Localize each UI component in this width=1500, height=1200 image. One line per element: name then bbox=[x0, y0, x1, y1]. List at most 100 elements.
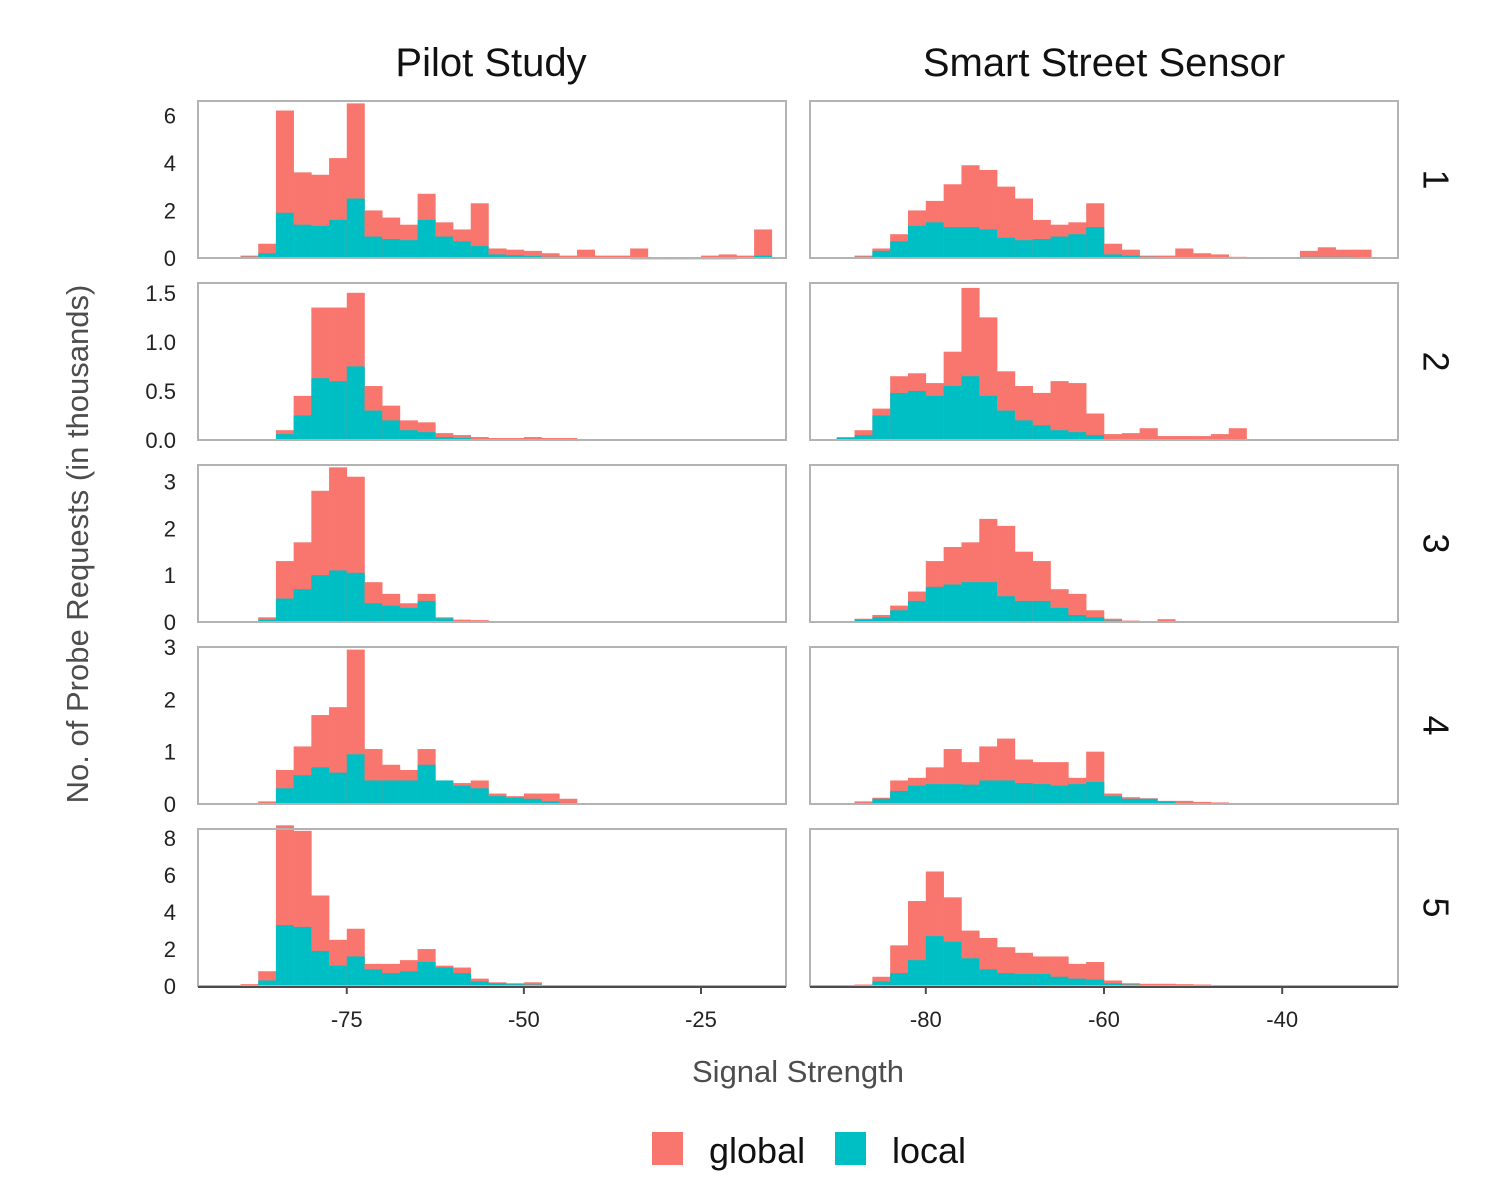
bar-local bbox=[453, 973, 472, 986]
bar-local bbox=[1050, 236, 1069, 258]
bar-local bbox=[979, 395, 998, 440]
facet-sss-row-4 bbox=[809, 646, 1399, 805]
bar-local bbox=[382, 973, 401, 986]
bar-local bbox=[979, 229, 998, 258]
bar-global bbox=[453, 435, 472, 440]
bar-local bbox=[961, 958, 980, 986]
facet-sss-row-3 bbox=[809, 464, 1399, 623]
facet-pilot-row-4: 0 1 2 3 bbox=[164, 635, 787, 817]
y-tick-label: 1 bbox=[164, 563, 176, 588]
facet-row-labels: 1 2 3 4 5 bbox=[1416, 169, 1457, 917]
bar-local bbox=[890, 392, 909, 440]
y-tick-label: 4 bbox=[164, 900, 176, 925]
x-tick-label: -25 bbox=[685, 1007, 717, 1032]
bar-global bbox=[258, 801, 277, 804]
bar-global bbox=[1157, 436, 1176, 440]
bar-local bbox=[417, 600, 436, 622]
bar-local bbox=[311, 225, 330, 258]
bar-local bbox=[293, 224, 312, 258]
bar-global bbox=[700, 255, 719, 258]
bar-global bbox=[1335, 249, 1354, 258]
bar-local bbox=[1086, 979, 1105, 986]
y-tick-label: 0 bbox=[164, 610, 176, 635]
bar-local bbox=[1104, 254, 1123, 258]
bar-local bbox=[1014, 973, 1034, 986]
bar-local bbox=[311, 575, 330, 622]
bar-local bbox=[346, 754, 365, 804]
bar-global bbox=[1193, 801, 1212, 804]
bar-local bbox=[1104, 796, 1123, 804]
y-tick-label: 1.0 bbox=[145, 330, 176, 355]
bar-local bbox=[275, 434, 294, 440]
bar-global bbox=[1139, 428, 1158, 440]
bar-local bbox=[754, 255, 773, 258]
bar-global bbox=[1300, 250, 1319, 258]
bar-global bbox=[1086, 610, 1105, 622]
bar-global bbox=[1175, 800, 1194, 804]
bar-local bbox=[1068, 784, 1087, 804]
bar-local bbox=[382, 605, 401, 622]
bar-local bbox=[311, 950, 330, 986]
bar-local bbox=[979, 969, 998, 986]
bar-local bbox=[417, 961, 436, 986]
bar-global bbox=[1157, 619, 1176, 622]
bar-local bbox=[364, 780, 383, 804]
bar-local bbox=[997, 596, 1016, 622]
y-tick-label: 4 bbox=[164, 151, 176, 176]
bar-local bbox=[1068, 432, 1087, 440]
bar-local bbox=[890, 241, 909, 258]
row-label-4: 4 bbox=[1416, 715, 1457, 735]
y-tick-label: 2 bbox=[164, 937, 176, 962]
legend-label-local: local bbox=[892, 1130, 966, 1171]
bar-local bbox=[488, 796, 507, 804]
bar-global bbox=[718, 254, 737, 258]
bar-global bbox=[1121, 433, 1140, 440]
y-tick-label: 6 bbox=[164, 863, 176, 888]
bar-local bbox=[1121, 255, 1140, 258]
bar-local bbox=[943, 784, 962, 804]
bar-local bbox=[1014, 420, 1034, 440]
bar-local bbox=[1157, 801, 1176, 804]
bar-global bbox=[559, 798, 578, 804]
bar-local bbox=[399, 240, 418, 258]
bar-local bbox=[311, 378, 330, 440]
bar-local bbox=[382, 780, 401, 804]
bar-local bbox=[258, 980, 277, 986]
bar-local bbox=[961, 582, 980, 622]
bar-local bbox=[470, 981, 489, 986]
x-axis-title: Signal Strength bbox=[692, 1054, 904, 1089]
bar-global bbox=[1228, 428, 1247, 440]
bar-local bbox=[890, 973, 909, 986]
facet-border bbox=[809, 646, 1399, 805]
bar-local bbox=[872, 250, 891, 258]
bar-local bbox=[961, 376, 980, 440]
facet-border bbox=[809, 100, 1399, 259]
bar-local bbox=[435, 437, 454, 440]
column-title-pilot-study: Pilot Study bbox=[395, 41, 586, 85]
bar-local bbox=[1032, 784, 1051, 804]
facet-pilot-row-1: 0 2 4 6 bbox=[164, 100, 787, 271]
facet-border bbox=[809, 464, 1399, 623]
bar-local bbox=[399, 780, 418, 804]
bar-local bbox=[1086, 617, 1105, 622]
bar-local bbox=[943, 941, 962, 986]
bar-local bbox=[1104, 983, 1123, 986]
bar-local bbox=[329, 772, 348, 804]
bar-local bbox=[329, 570, 348, 622]
y-tick-label: 2 bbox=[164, 687, 176, 712]
bar-global bbox=[435, 433, 454, 440]
bar-local bbox=[872, 415, 891, 440]
y-tick-label: 3 bbox=[164, 635, 176, 660]
bar-local bbox=[997, 410, 1016, 440]
bar-global bbox=[1050, 381, 1069, 440]
bar-local bbox=[1050, 430, 1069, 440]
bar-global bbox=[559, 255, 578, 258]
bar-local bbox=[311, 767, 330, 804]
bar-global bbox=[541, 253, 560, 258]
bar-local bbox=[506, 797, 525, 804]
bar-local bbox=[275, 598, 294, 622]
bar-local bbox=[399, 607, 418, 622]
bar-local bbox=[506, 255, 525, 258]
bar-local bbox=[1032, 973, 1051, 986]
